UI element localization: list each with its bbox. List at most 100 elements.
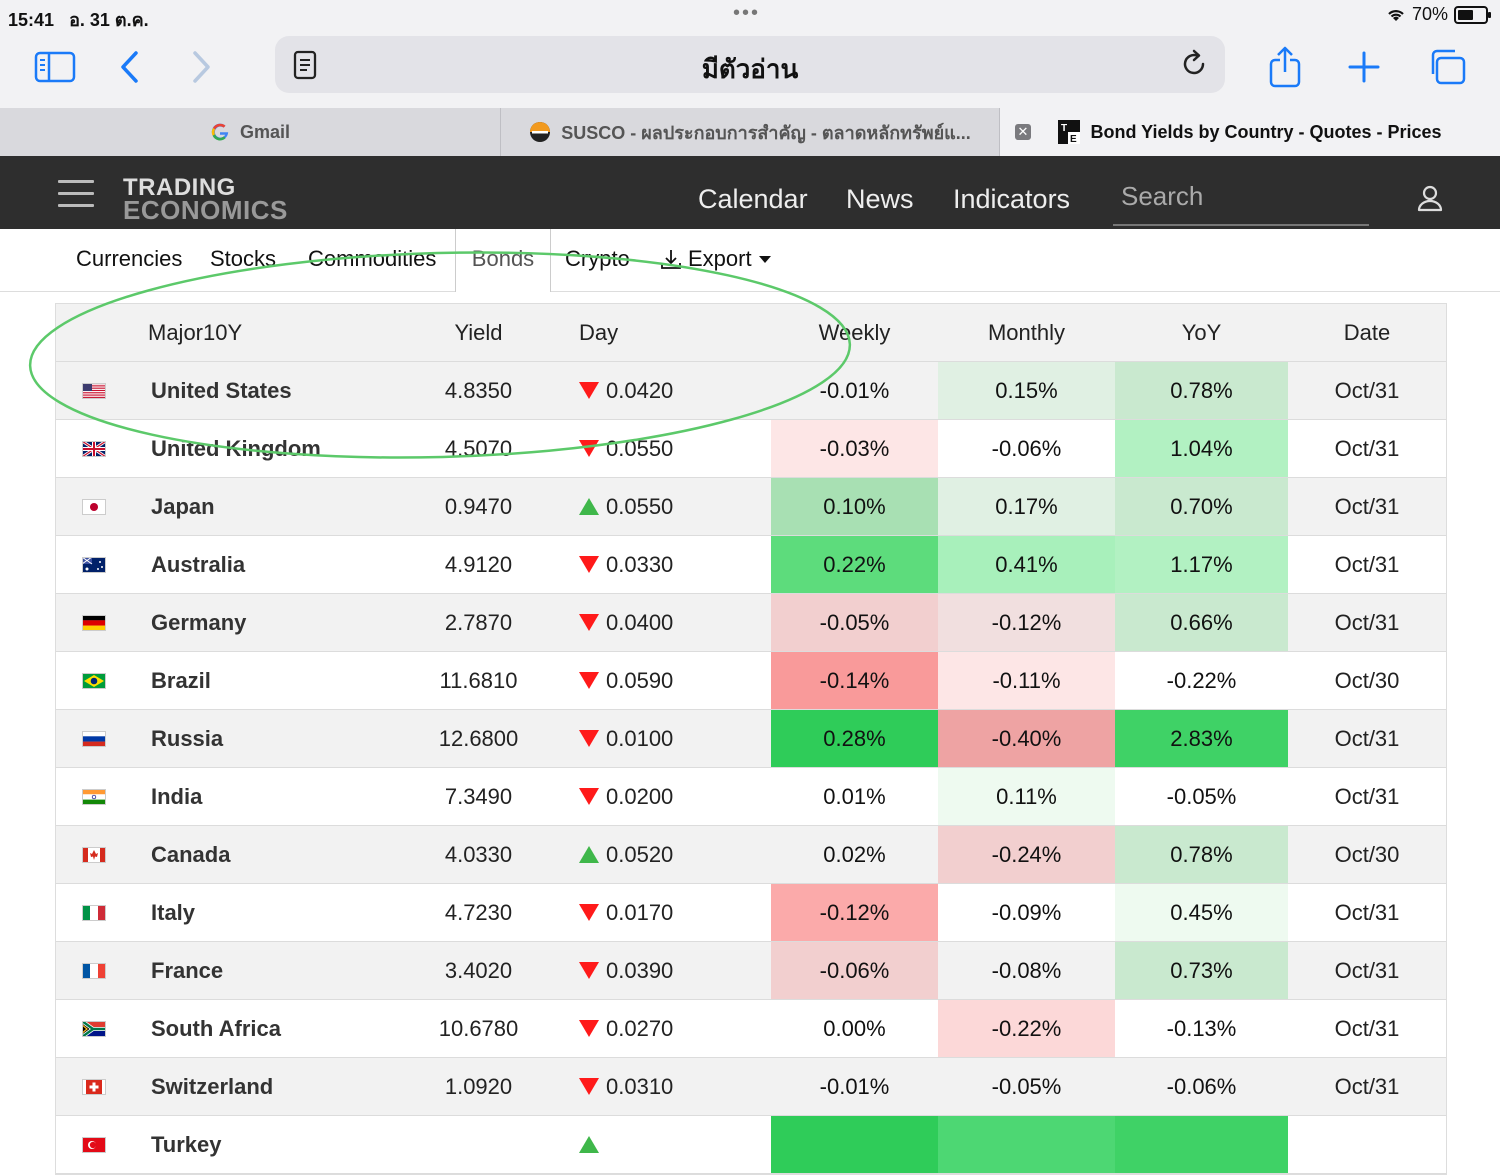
weekly-change: 0.00%	[823, 1015, 886, 1041]
tab-bar: Gmail SUSCO - ผลประกอบการสำคัญ - ตลาดหลั…	[0, 108, 1500, 156]
nav-calendar[interactable]: Calendar	[698, 184, 808, 214]
country-name[interactable]: Italy	[151, 899, 196, 925]
yield-value: 11.6810	[439, 667, 518, 693]
table-row[interactable]: Australia 4.9120 0.0330 0.22% 0.41% 1.17…	[56, 536, 1446, 594]
country-name[interactable]: Australia	[151, 551, 246, 577]
table-row[interactable]: United Kingdom 4.5070 0.0550 -0.03% -0.0…	[56, 420, 1446, 478]
new-tab-icon[interactable]	[1339, 42, 1389, 92]
table-row[interactable]: Switzerland 1.0920 0.0310 -0.01% -0.05% …	[56, 1058, 1446, 1116]
subnav-crypto[interactable]: Crypto	[565, 246, 630, 271]
export-button[interactable]: Export	[660, 246, 771, 272]
table-row[interactable]: Russia 12.6800 0.0100 0.28% -0.40% 2.83%…	[56, 710, 1446, 768]
reload-icon[interactable]	[1179, 49, 1209, 84]
day-change-value: 0.0200	[606, 783, 674, 809]
day-change: 0.0520	[579, 826, 769, 883]
subnav-currencies[interactable]: Currencies	[76, 246, 183, 271]
day-change: 0.0310	[579, 1058, 769, 1115]
yoy-change: -0.06%	[1166, 1073, 1237, 1099]
forward-icon[interactable]	[176, 42, 226, 92]
header-date[interactable]: Date	[1343, 319, 1391, 345]
yoy-change: -0.13%	[1166, 1015, 1237, 1041]
triangle-down-icon	[579, 440, 599, 457]
table-row[interactable]: South Africa 10.6780 0.0270 0.00% -0.22%…	[56, 1000, 1446, 1058]
multitask-dots-icon[interactable]: •••	[733, 2, 761, 24]
tab-gmail[interactable]: Gmail	[0, 108, 501, 156]
weekly-change: -0.14%	[771, 652, 938, 709]
header-major10y[interactable]: Major10Y	[148, 319, 243, 345]
weekly-change: 0.28%	[771, 710, 938, 767]
quote-date: Oct/31	[1334, 435, 1400, 461]
site-logo[interactable]: TRADING ECONOMICS	[123, 174, 288, 225]
reader-mode-icon[interactable]	[293, 50, 317, 85]
header-monthly[interactable]: Monthly	[987, 319, 1066, 345]
triangle-down-icon	[579, 962, 599, 979]
nav-indicators[interactable]: Indicators	[953, 184, 1071, 214]
day-change-value: 0.0520	[606, 841, 674, 867]
quote-date: Oct/31	[1334, 899, 1400, 925]
table-row[interactable]: Canada 4.0330 0.0520 0.02% -0.24% 0.78% …	[56, 826, 1446, 884]
nav-news[interactable]: News	[846, 184, 914, 214]
subnav-bonds[interactable]: Bonds	[455, 229, 551, 292]
subnav-commodities[interactable]: Commodities	[308, 246, 437, 271]
country-name[interactable]: India	[151, 783, 203, 809]
susco-favicon-icon	[529, 121, 551, 143]
country-name[interactable]: United Kingdom	[151, 435, 321, 461]
country-name[interactable]: United States	[151, 377, 292, 403]
export-label: Export	[688, 246, 752, 271]
day-change-value: 0.0170	[606, 899, 674, 925]
day-change: 0.0420	[579, 362, 769, 419]
quote-date: Oct/30	[1334, 667, 1400, 693]
table-row[interactable]: Brazil 11.6810 0.0590 -0.14% -0.11% -0.2…	[56, 652, 1446, 710]
country-name[interactable]: Canada	[151, 841, 231, 867]
flag-us-icon	[56, 362, 131, 419]
table-row[interactable]: Germany 2.7870 0.0400 -0.05% -0.12% 0.66…	[56, 594, 1446, 652]
yoy-change: 2.83%	[1115, 710, 1288, 767]
triangle-down-icon	[579, 1078, 599, 1095]
table-row[interactable]: Italy 4.7230 0.0170 -0.12% -0.09% 0.45% …	[56, 884, 1446, 942]
triangle-down-icon	[579, 1020, 599, 1037]
triangle-up-icon	[579, 498, 599, 515]
share-icon[interactable]	[1260, 42, 1310, 92]
tab-overview-icon[interactable]	[1422, 42, 1472, 92]
flag-de-icon	[56, 594, 131, 651]
day-change-value: 0.0270	[606, 1015, 674, 1041]
table-row[interactable]: United States 4.8350 0.0420 -0.01% 0.15%…	[56, 362, 1446, 420]
table-row[interactable]: Japan 0.9470 0.0550 0.10% 0.17% 0.70% Oc…	[56, 478, 1446, 536]
country-name[interactable]: Brazil	[151, 667, 211, 693]
day-change: 0.0400	[579, 594, 769, 651]
country-name[interactable]: Switzerland	[151, 1073, 274, 1099]
flag-in-icon	[56, 768, 131, 825]
flag-br-icon	[56, 652, 131, 709]
address-bar[interactable]: มีตัวอ่าน	[275, 36, 1225, 93]
header-yoy[interactable]: YoY	[1181, 319, 1222, 345]
table-row[interactable]: France 3.4020 0.0390 -0.06% -0.08% 0.73%…	[56, 942, 1446, 1000]
search-input[interactable]	[1113, 180, 1363, 213]
day-change-value: 0.0390	[606, 957, 674, 983]
country-name[interactable]: South Africa	[151, 1015, 281, 1041]
yoy-change: 0.78%	[1115, 826, 1288, 883]
weekly-change: -0.12%	[771, 884, 938, 941]
markets-subnav: Currencies Stocks Commodities Bonds Cryp…	[0, 229, 1500, 292]
subnav-stocks[interactable]: Stocks	[210, 246, 277, 271]
header-weekly[interactable]: Weekly	[818, 319, 891, 345]
header-yield[interactable]: Yield	[454, 319, 503, 345]
back-icon[interactable]	[105, 42, 155, 92]
table-body: United States 4.8350 0.0420 -0.01% 0.15%…	[56, 362, 1446, 1174]
triangle-up-icon	[579, 1136, 599, 1153]
quote-date: Oct/31	[1334, 1073, 1400, 1099]
monthly-change: -0.12%	[938, 594, 1115, 651]
user-icon[interactable]	[1416, 184, 1444, 217]
header-day[interactable]: Day	[579, 319, 619, 345]
hamburger-menu-icon[interactable]	[58, 180, 94, 208]
tab-susco[interactable]: SUSCO - ผลประกอบการสำคัญ - ตลาดหลักทรัพย…	[501, 108, 1000, 156]
close-tab-icon[interactable]: ✕	[1015, 124, 1031, 140]
sidebar-toggle-icon[interactable]	[30, 42, 80, 92]
yoy-change: 0.66%	[1115, 594, 1288, 651]
country-name[interactable]: Germany	[151, 609, 247, 635]
table-row[interactable]: India 7.3490 0.0200 0.01% 0.11% -0.05% O…	[56, 768, 1446, 826]
country-name[interactable]: Japan	[151, 493, 215, 519]
country-name[interactable]: Russia	[151, 725, 224, 751]
country-name[interactable]: France	[151, 957, 224, 983]
triangle-down-icon	[579, 382, 599, 399]
